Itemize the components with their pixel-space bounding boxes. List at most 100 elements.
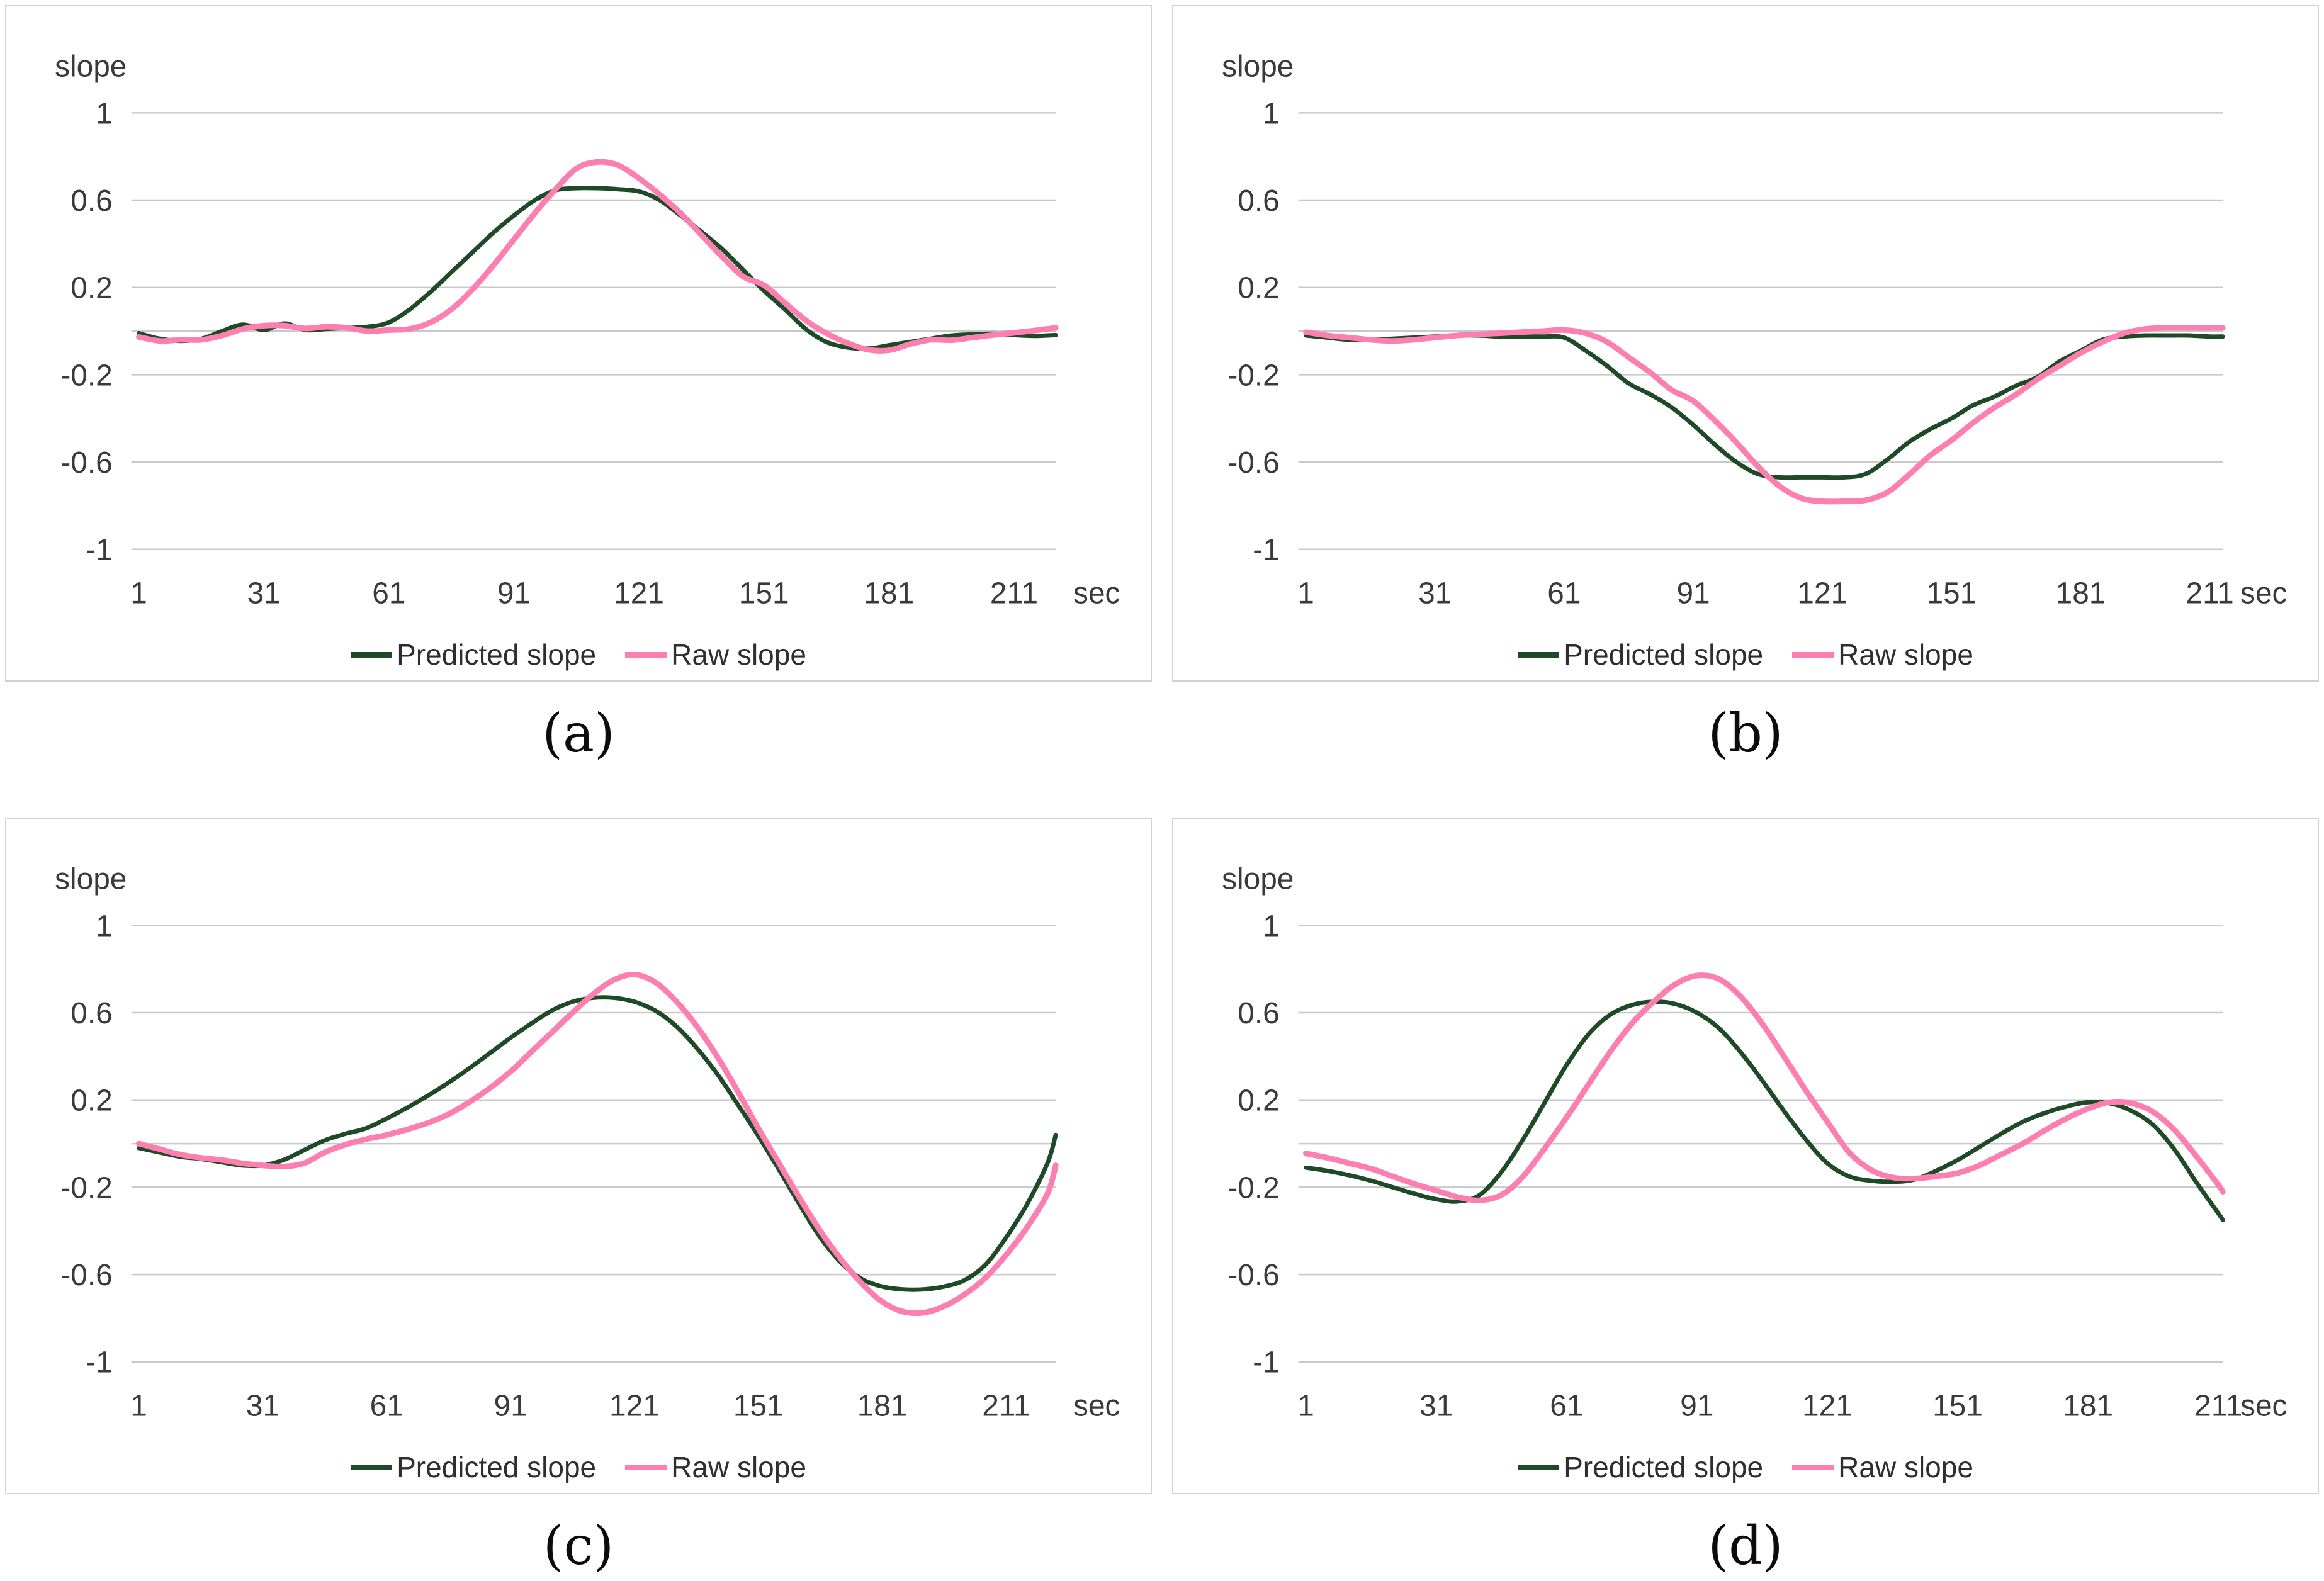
y-tick-label: -0.2: [1227, 1171, 1279, 1205]
chart-cell-a: 1 0.6 0.2 -0.2 -0.6 -1 slope 1 31 61 91 121 151 181 21…: [5, 5, 1152, 763]
legend-item-predicted: Predicted slope: [1518, 1450, 1763, 1484]
raw-line-swatch: [1792, 1464, 1834, 1470]
chart-panel-b: 1 0.6 0.2 -0.2 -0.6 -1 slope 1 31 61 91 121 151 181 21…: [1172, 5, 2319, 682]
chart-legend: Predicted slope Raw slope: [1173, 1450, 2318, 1484]
x-tick-label: 61: [1547, 577, 1581, 610]
subfigure-caption-c: (c): [543, 1515, 614, 1577]
x-tick-label: 211: [982, 1389, 1030, 1422]
y-tick-label: -1: [1253, 1346, 1280, 1380]
line-chart-a: 1 0.6 0.2 -0.2 -0.6 -1 slope 1 31 61 91 121 151 181 21…: [55, 50, 1120, 610]
y-tick-label: -1: [1253, 534, 1280, 567]
y-tick-label: -1: [86, 1346, 113, 1380]
y-tick-label: -0.6: [1227, 1259, 1279, 1292]
chart-cell-c: 1 0.6 0.2 -0.2 -0.6 -1 slope 1 31 61 91 121 151 181 21…: [5, 818, 1152, 1576]
predicted-line: [137, 995, 1058, 1292]
predicted-line: [1304, 333, 2225, 480]
y-axis-title: slope: [1222, 50, 1294, 84]
chart-legend: Predicted slope Raw slope: [6, 1450, 1151, 1484]
legend-label-raw: Raw slope: [671, 1451, 806, 1483]
x-tick-label: 91: [494, 1389, 527, 1422]
chart-panel-d: 1 0.6 0.2 -0.2 -0.6 -1 slope 1 31 61 91 121 151 181 21…: [1172, 818, 2319, 1494]
predicted-line: [1304, 999, 2225, 1222]
x-axis-unit-label: sec: [2240, 1389, 2287, 1422]
legend-label-predicted: Predicted slope: [1564, 1451, 1764, 1483]
x-tick-label: 1: [1297, 577, 1314, 610]
legend-item-predicted: Predicted slope: [1518, 638, 1763, 672]
y-tick-label: 0.2: [71, 1084, 112, 1118]
legend-label-raw: Raw slope: [1838, 638, 1973, 671]
y-tick-label: 0.6: [71, 184, 112, 218]
y-tick-label: 0.2: [71, 272, 112, 305]
x-tick-label: 181: [2056, 577, 2106, 610]
x-tick-label: 211: [990, 577, 1038, 610]
legend-label-predicted: Predicted slope: [397, 1451, 597, 1483]
chart-cell-d: 1 0.6 0.2 -0.2 -0.6 -1 slope 1 31 61 91 121 151 181 21…: [1172, 818, 2319, 1576]
y-tick-label: -0.2: [1227, 359, 1279, 392]
subfigure-caption-b: (b): [1708, 702, 1783, 764]
x-tick-label: 61: [372, 577, 405, 610]
line-chart-d: 1 0.6 0.2 -0.2 -0.6 -1 slope 1 31 61 91 121 151 181 21…: [1222, 863, 2287, 1423]
raw-line: [136, 971, 1059, 1317]
x-tick-label: 121: [1802, 1389, 1853, 1422]
raw-line-swatch: [625, 1464, 667, 1470]
legend-label-raw: Raw slope: [1838, 1451, 1973, 1483]
legend-item-raw: Raw slope: [1792, 638, 1973, 672]
predicted-line-swatch: [1518, 1464, 1560, 1470]
legend-item-raw: Raw slope: [625, 1450, 806, 1484]
x-tick-label: 151: [733, 1389, 784, 1422]
x-tick-label: 91: [1680, 1389, 1713, 1422]
y-axis-title: slope: [55, 50, 127, 84]
chart-cell-b: 1 0.6 0.2 -0.2 -0.6 -1 slope 1 31 61 91 121 151 181 21…: [1172, 5, 2319, 763]
x-axis-unit-label: sec: [1073, 577, 1120, 610]
x-tick-label: 61: [1550, 1389, 1583, 1422]
y-tick-label: -0.6: [1227, 446, 1279, 480]
legend-item-predicted: Predicted slope: [351, 1450, 596, 1484]
y-axis-title: slope: [1222, 863, 1294, 896]
y-tick-label: 1: [1263, 909, 1280, 943]
y-tick-label: 1: [1263, 97, 1280, 130]
x-tick-label: 121: [1797, 577, 1847, 610]
x-tick-label: 1: [130, 577, 147, 610]
x-tick-label: 121: [609, 1389, 660, 1422]
y-tick-label: 0.2: [1238, 1084, 1279, 1118]
legend-item-raw: Raw slope: [1792, 1450, 1973, 1484]
predicted-line-swatch: [1518, 651, 1560, 658]
y-tick-label: -0.6: [60, 1259, 112, 1292]
line-chart-b: 1 0.6 0.2 -0.2 -0.6 -1 slope 1 31 61 91 121 151 181 21…: [1222, 50, 2287, 610]
predicted-line-swatch: [351, 1464, 393, 1470]
y-tick-label: -0.6: [60, 446, 112, 480]
x-tick-label: 31: [247, 577, 281, 610]
chart-legend: Predicted slope Raw slope: [6, 638, 1151, 672]
x-tick-label: 31: [246, 1389, 279, 1422]
x-axis-unit-label: sec: [2240, 577, 2287, 610]
x-tick-label: 1: [1297, 1389, 1314, 1422]
y-tick-label: 1: [96, 909, 113, 943]
x-tick-label: 31: [1419, 1389, 1453, 1422]
y-tick-label: 0.2: [1238, 272, 1279, 305]
y-tick-label: 0.6: [71, 997, 112, 1030]
x-tick-label: 1: [130, 1389, 147, 1422]
y-tick-label: 0.6: [1238, 184, 1279, 218]
legend-item-raw: Raw slope: [625, 638, 806, 672]
x-tick-label: 211: [2186, 577, 2234, 610]
legend-label-raw: Raw slope: [671, 638, 806, 671]
raw-line: [136, 159, 1059, 354]
x-tick-label: 181: [864, 577, 914, 610]
x-tick-label: 211: [2194, 1389, 2242, 1422]
x-tick-label: 91: [1676, 577, 1710, 610]
raw-line-swatch: [625, 651, 667, 658]
chart-panel-c: 1 0.6 0.2 -0.2 -0.6 -1 slope 1 31 61 91 121 151 181 21…: [5, 818, 1152, 1494]
y-tick-label: -1: [86, 534, 113, 567]
x-tick-label: 181: [857, 1389, 908, 1422]
y-tick-label: 0.6: [1238, 997, 1279, 1030]
x-tick-label: 151: [739, 577, 789, 610]
x-axis-unit-label: sec: [1073, 1389, 1120, 1422]
x-tick-label: 31: [1418, 577, 1452, 610]
legend-item-predicted: Predicted slope: [351, 638, 596, 672]
raw-line-swatch: [1792, 651, 1834, 658]
y-tick-label: 1: [96, 97, 113, 130]
x-tick-label: 181: [2063, 1389, 2113, 1422]
legend-label-predicted: Predicted slope: [1564, 638, 1764, 671]
y-axis-title: slope: [55, 863, 127, 896]
